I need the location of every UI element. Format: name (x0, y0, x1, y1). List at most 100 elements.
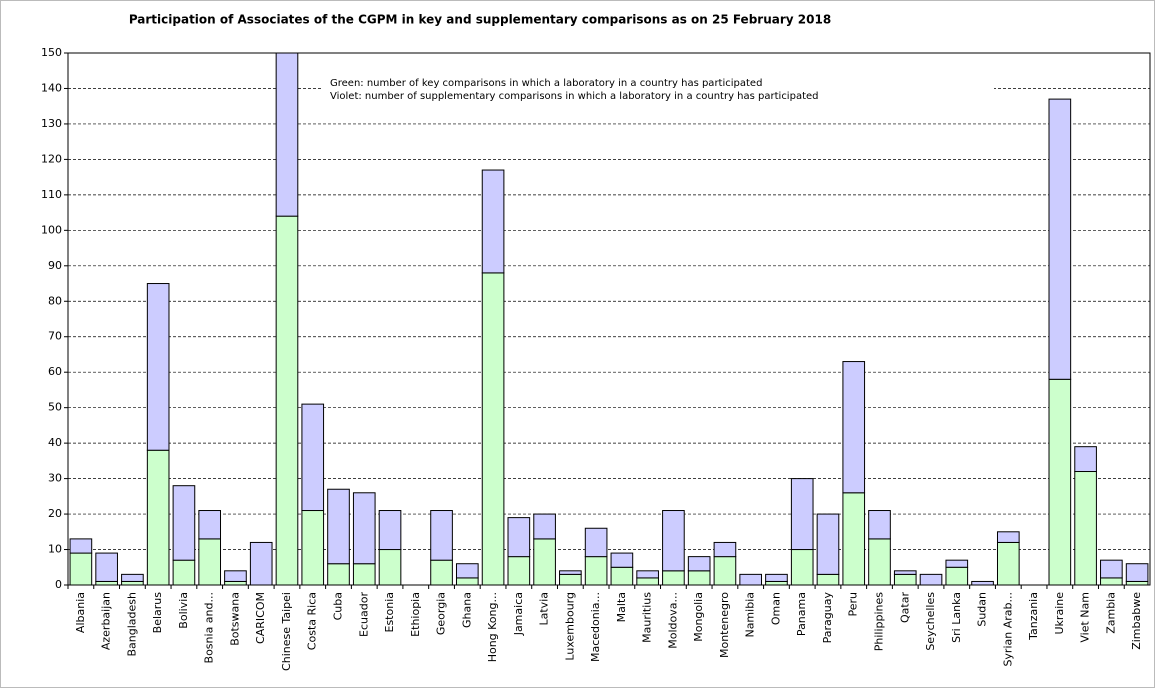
y-tick-label: 20 (48, 507, 62, 520)
bar-segment (533, 538, 556, 585)
x-tick-label: Ukraine (1053, 592, 1066, 635)
bar-segment (198, 510, 222, 540)
bar-segment (790, 478, 814, 551)
x-tick-label: Botswana (228, 592, 241, 646)
x-tick-label: Sudan (976, 592, 989, 627)
bar-segment (765, 573, 788, 582)
bar-segment (971, 580, 994, 585)
bar-segment (662, 570, 685, 585)
bar-segment (713, 556, 737, 585)
bar-segment (352, 492, 376, 565)
bar-segment (945, 559, 969, 568)
legend-entry: Violet: number of supplementary comparis… (330, 91, 819, 102)
legend: Green: number of key comparisons in whic… (322, 74, 994, 104)
y-tick-label: 30 (48, 472, 62, 485)
bar-segment (842, 492, 866, 585)
x-tick-label: Estonia (383, 592, 396, 633)
bar-segment (95, 580, 118, 585)
x-tick-label: Mauritius (641, 592, 654, 643)
bar-segment (610, 552, 634, 568)
y-tick-label: 100 (41, 223, 62, 236)
y-tick-label: 40 (48, 436, 62, 449)
x-tick-label: Malta (615, 592, 628, 622)
bar-segment (636, 577, 659, 585)
bar-segment (559, 570, 582, 575)
x-tick-label: Ghana (460, 592, 473, 628)
labels: 0 10 20 30 40 50 60 70 80 90 100 110 120 130 140 150 Alb… (41, 46, 1143, 671)
y-tick-label: 140 (41, 81, 62, 94)
bar-segment (430, 559, 453, 585)
bar-segment (146, 283, 170, 451)
bar-segment (816, 513, 840, 575)
x-tick-label: Costa Rica (306, 592, 319, 650)
x-tick-label: Luxembourg (563, 592, 576, 661)
bar-segment (275, 215, 299, 585)
bar-segment (352, 563, 376, 585)
bar-segment (868, 538, 891, 585)
x-tick-label: Zimbabwe (1130, 592, 1143, 650)
bar-segment (481, 272, 505, 585)
bar-segment (146, 449, 170, 585)
y-tick-label: 110 (41, 188, 62, 201)
y-tick-label: 90 (48, 259, 62, 272)
bar-segment (713, 541, 737, 558)
bar-segment (790, 549, 814, 585)
x-tick-label: Ethiopia (409, 592, 422, 637)
x-tick-label: Bolivia (177, 592, 190, 629)
x-tick-label: Zambia (1104, 592, 1117, 634)
bar-segment (69, 552, 93, 585)
bar-segment (610, 566, 634, 585)
bar-segment (121, 580, 144, 585)
bar-segment (95, 552, 118, 582)
bar-segment (430, 510, 453, 561)
bar-segment (687, 556, 711, 572)
bar-segment (533, 513, 556, 540)
bar-segment (378, 510, 402, 551)
x-tick-label: CARICOM (254, 592, 267, 644)
x-tick-label: Ecuador (357, 592, 370, 637)
y-tick-label: 0 (55, 578, 62, 591)
bar-segment (378, 549, 402, 585)
bar-segment (893, 570, 917, 575)
bar-segment (301, 403, 325, 512)
bar-segment (1100, 559, 1123, 579)
bar-segment (455, 563, 479, 579)
x-tick-label: Bosnia and... (203, 592, 216, 663)
x-tick-label: Hong Kong... (486, 592, 499, 662)
bar-segment (765, 580, 788, 585)
x-tick-label: Bangladesh (125, 592, 138, 657)
bar-segment (816, 573, 840, 585)
x-tick-label: Moldova... (666, 592, 679, 649)
x-tick-label: Viet Nam (1079, 592, 1092, 643)
x-tick-label: Macedonia... (589, 592, 602, 662)
legend-entry: Green: number of key comparisons in whic… (330, 78, 762, 89)
bar-segment (559, 573, 582, 585)
x-tick-label: Sri Lanka (950, 592, 963, 643)
bar-segment (662, 510, 685, 572)
x-tick-label: Peru (847, 592, 860, 617)
legend-bg (322, 74, 994, 104)
bar-segment (584, 556, 608, 585)
bar-segment (1125, 563, 1149, 582)
bar-segment (172, 485, 196, 561)
x-tick-label: Namibia (744, 592, 757, 638)
x-tick-label: Belarus (151, 592, 164, 634)
bar-segment (687, 570, 711, 585)
x-tick-label: Jamaica (512, 592, 525, 636)
bar-segment (893, 573, 917, 585)
bar-segment (919, 573, 943, 585)
bar-segment (1048, 98, 1072, 380)
x-tick-label: Mongolia (692, 592, 705, 642)
y-tick-label: 150 (41, 46, 62, 59)
bar-segment (1074, 446, 1097, 473)
bar-segment (224, 570, 247, 582)
x-tick-label: Qatar (898, 592, 911, 623)
x-tick-label: Syrian Arab... (1001, 592, 1014, 667)
bar-segment (636, 570, 659, 579)
x-tick-label: Seychelles (924, 592, 937, 651)
bar-segment (275, 53, 299, 217)
x-tick-label: Georgia (435, 592, 448, 635)
bar-segment (1125, 580, 1149, 585)
bar-segment (69, 538, 93, 554)
